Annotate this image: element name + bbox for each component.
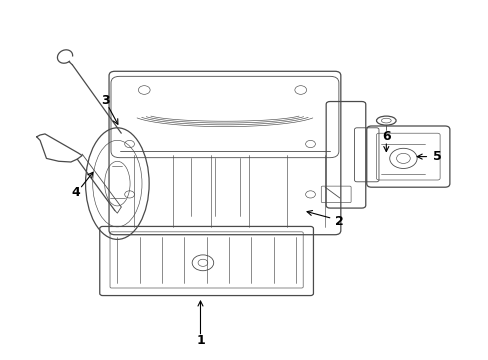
Text: 2: 2	[335, 215, 344, 228]
Text: 6: 6	[381, 130, 390, 143]
Text: 3: 3	[101, 94, 109, 107]
Text: 4: 4	[71, 186, 80, 199]
Text: 1: 1	[196, 334, 204, 347]
Text: 5: 5	[432, 150, 441, 163]
